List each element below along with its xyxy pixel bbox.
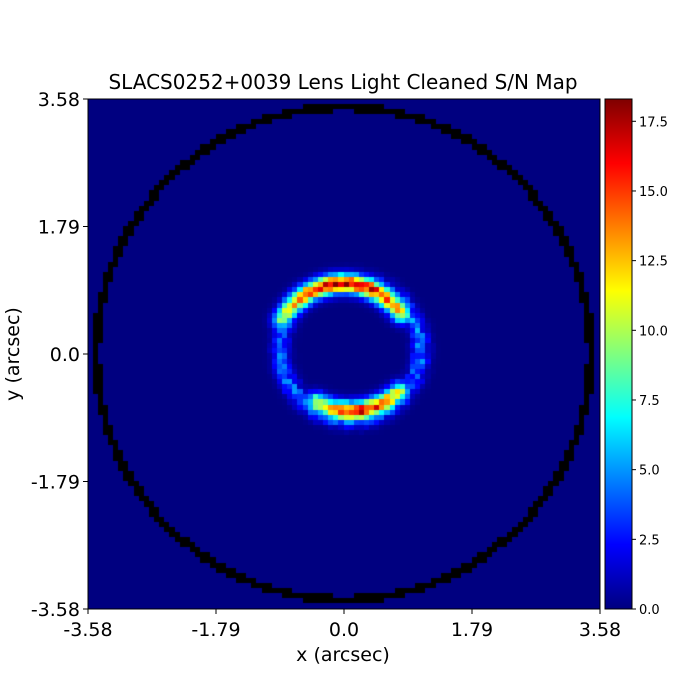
colorbar-tick-label: 12.5 bbox=[639, 255, 668, 270]
colorbar-tick-label: 7.5 bbox=[639, 394, 660, 409]
y-tick-label: -1.79 bbox=[31, 472, 80, 494]
x-tick-label: 1.79 bbox=[451, 619, 493, 641]
colorbar: 0.0 2.5 5.0 7.5 10.0 12.5 15.0 17.5 bbox=[604, 98, 668, 618]
colorbar-frame bbox=[604, 98, 633, 610]
colorbar-tick-label: 17.5 bbox=[639, 115, 668, 130]
y-axis-label: y (arcsec) bbox=[2, 307, 24, 401]
y-axis: -3.58 -1.79 0.0 1.79 3.58 bbox=[31, 89, 88, 621]
colorbar-tick-label: 0.0 bbox=[639, 603, 660, 618]
x-tick-label: -1.79 bbox=[191, 619, 240, 641]
colorbar-tick-label: 5.0 bbox=[639, 464, 660, 479]
x-tick-label: -3.58 bbox=[63, 619, 112, 641]
colorbar-gradient bbox=[605, 99, 632, 609]
colorbar-tick-label: 15.0 bbox=[639, 185, 668, 200]
x-axis-label: x (arcsec) bbox=[296, 644, 390, 666]
plot-area bbox=[87, 98, 601, 610]
x-axis: -3.58 -1.79 0.0 1.79 3.58 bbox=[63, 609, 621, 641]
colorbar-gradient-container bbox=[605, 99, 632, 609]
y-tick-label: 1.79 bbox=[38, 217, 80, 239]
x-tick-label: 3.58 bbox=[579, 619, 621, 641]
chart-title: SLACS0252+0039 Lens Light Cleaned S/N Ma… bbox=[108, 70, 577, 94]
heatmap-canvas bbox=[88, 99, 600, 609]
x-tick-label: 0.0 bbox=[329, 619, 359, 641]
heatmap-container bbox=[88, 99, 600, 609]
y-tick-label: 0.0 bbox=[50, 344, 80, 366]
colorbar-ticks: 0.0 2.5 5.0 7.5 10.0 12.5 15.0 17.5 bbox=[632, 115, 668, 618]
colorbar-tick-label: 10.0 bbox=[639, 324, 668, 339]
y-tick-label: -3.58 bbox=[31, 599, 80, 621]
colorbar-tick-label: 2.5 bbox=[639, 533, 660, 548]
y-tick-label: 3.58 bbox=[38, 89, 80, 111]
